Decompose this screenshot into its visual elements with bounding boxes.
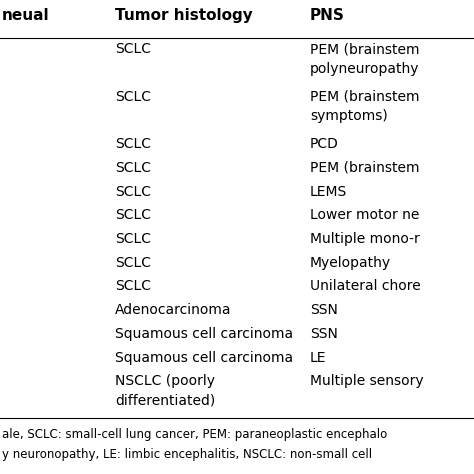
Text: SCLC: SCLC bbox=[115, 161, 151, 175]
Text: SCLC: SCLC bbox=[115, 90, 151, 103]
Text: SCLC: SCLC bbox=[115, 280, 151, 293]
Text: ale, SCLC: small-cell lung cancer, PEM: paraneoplastic encephalo: ale, SCLC: small-cell lung cancer, PEM: … bbox=[2, 428, 387, 441]
Text: SSN: SSN bbox=[310, 303, 338, 317]
Text: SCLC: SCLC bbox=[115, 137, 151, 151]
Text: PEM (brainstem
symptoms): PEM (brainstem symptoms) bbox=[310, 90, 419, 123]
Text: SSN: SSN bbox=[310, 327, 338, 341]
Text: Squamous cell carcinoma: Squamous cell carcinoma bbox=[115, 327, 293, 341]
Text: PNS: PNS bbox=[310, 8, 345, 23]
Text: SCLC: SCLC bbox=[115, 184, 151, 199]
Text: Multiple mono-r: Multiple mono-r bbox=[310, 232, 420, 246]
Text: Squamous cell carcinoma: Squamous cell carcinoma bbox=[115, 351, 293, 365]
Text: Lower motor ne: Lower motor ne bbox=[310, 208, 419, 222]
Text: Multiple sensory: Multiple sensory bbox=[310, 374, 424, 389]
Text: Myelopathy: Myelopathy bbox=[310, 256, 391, 270]
Text: y neuronopathy, LE: limbic encephalitis, NSCLC: non-small cell: y neuronopathy, LE: limbic encephalitis,… bbox=[2, 448, 372, 461]
Text: LEMS: LEMS bbox=[310, 184, 347, 199]
Text: PEM (brainstem: PEM (brainstem bbox=[310, 161, 419, 175]
Text: PCD: PCD bbox=[310, 137, 339, 151]
Text: SCLC: SCLC bbox=[115, 256, 151, 270]
Text: neual: neual bbox=[2, 8, 50, 23]
Text: SCLC: SCLC bbox=[115, 232, 151, 246]
Text: SCLC: SCLC bbox=[115, 42, 151, 56]
Text: Adenocarcinoma: Adenocarcinoma bbox=[115, 303, 231, 317]
Text: SCLC: SCLC bbox=[115, 208, 151, 222]
Text: Tumor histology: Tumor histology bbox=[115, 8, 253, 23]
Text: Unilateral chore: Unilateral chore bbox=[310, 280, 421, 293]
Text: PEM (brainstem
polyneuropathy: PEM (brainstem polyneuropathy bbox=[310, 42, 419, 75]
Text: NSCLC (poorly
differentiated): NSCLC (poorly differentiated) bbox=[115, 374, 215, 408]
Text: LE: LE bbox=[310, 351, 327, 365]
